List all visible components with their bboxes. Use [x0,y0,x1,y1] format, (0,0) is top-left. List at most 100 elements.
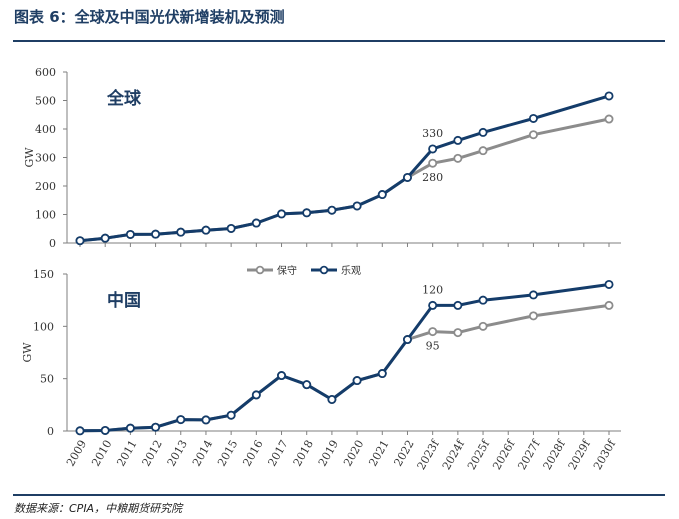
china-series-optimistic-point [428,300,438,310]
global-series-optimistic-point [352,201,362,211]
shared-x-axis: 2009 2010 2011 2012 2013 2014 2015 2016 2017 2018… [64,437,619,472]
china-series-optimistic-point [125,423,135,433]
global-y-tick-label: 100 [35,209,56,222]
global-series-optimistic-point [377,190,387,200]
global-series-optimistic-point [75,236,85,246]
global-series-conservative-point [428,158,438,168]
china-series-conservative-point [428,327,438,337]
x-tick-label: 2019 [316,438,341,469]
china-series-conservative-point [478,321,488,331]
global-series-conservative-line [79,117,610,243]
x-tick-label: 2012 [140,438,165,469]
global-series-optimistic-point [226,223,236,233]
global-series-optimistic-point [604,91,614,101]
x-tick-label: 2017 [266,438,291,469]
global-y-tick-label: 300 [35,152,56,165]
china-series-optimistic-point [151,422,161,432]
china-series-optimistic-point [226,410,236,420]
global-y-tick-label: 0 [49,237,56,250]
global-series-optimistic-point [528,113,538,123]
x-tick-label: 2027f [515,437,543,472]
x-tick-label: 2025f [465,437,493,472]
china-y-axis-label: GW [21,342,34,363]
china-series-conservative-line [79,303,610,433]
global-series-optimistic-point [478,127,488,137]
china-series-optimistic-point [453,300,463,310]
global-y-tick-label: 400 [35,123,56,136]
global-series-optimistic-point [201,225,211,235]
china-series-optimistic-point [176,415,186,425]
global-series-optimistic-point [251,218,261,228]
legend-item-conservative-marker [255,265,265,275]
global-series-optimistic-point [176,227,186,237]
china-series-optimistic-point [302,380,312,390]
legend-item-conservative-label: 保守 [277,264,297,277]
china-series-optimistic-point [352,376,362,386]
global-data-label: 330 [422,127,443,140]
china-series-optimistic-point [377,369,387,379]
china-series-optimistic-point [251,390,261,400]
china-series-conservative-point [528,311,538,321]
global-series-optimistic-point [453,135,463,145]
global-y-tick-label: 200 [35,180,56,193]
global-series-optimistic-point [151,229,161,239]
china-series-optimistic-point [478,295,488,305]
figure-title: 图表 6：全球及中国光伏新增装机及预测 [14,8,285,26]
china-data-label: 95 [426,340,440,353]
x-tick-label: 2021 [366,438,391,469]
x-tick-label: 2013 [165,438,190,469]
x-tick-label: 2024f [440,437,468,472]
x-tick-label: 2014 [190,438,215,469]
global-y-tick-label: 600 [35,66,56,79]
legend-item-optimistic-marker [319,265,329,275]
china-panel: 0 50 100 150 GW 中国 120 95 [21,268,621,438]
china-y-tick-label: 100 [33,320,54,333]
global-series-optimistic-point [327,205,337,215]
x-tick-label: 2023f [415,437,443,472]
china-series-optimistic-point [327,394,337,404]
x-tick-label: 2028f [541,437,569,472]
footer-divider [13,494,665,496]
china-series-conservative-point [453,328,463,338]
x-tick-label: 2030f [591,437,619,472]
china-series-optimistic-point [100,425,110,435]
global-data-label: 280 [422,171,443,184]
china-panel-title: 中国 [107,290,141,311]
global-series-conservative-point [604,114,614,124]
x-tick-label: 2022 [391,438,416,469]
x-tick-label: 2009 [64,438,89,469]
global-panel: 0 100 200 300 400 500 600 GW 全球 330 280 [23,66,621,250]
global-y-tick-label: 500 [35,95,56,108]
x-tick-label: 2020 [341,438,366,469]
global-series-conservative-point [528,130,538,140]
china-series-conservative-point [604,300,614,310]
x-tick-label: 2029f [566,437,594,472]
global-series-optimistic-point [402,172,412,182]
china-series-optimistic-point [402,335,412,345]
x-tick-label: 2026f [490,437,518,472]
china-y-tick-label: 50 [40,373,54,386]
china-series-optimistic-point [201,415,211,425]
global-series-optimistic-point [302,208,312,218]
x-tick-label: 2015 [215,438,240,469]
china-series-optimistic-point [277,371,287,381]
x-tick-label: 2011 [114,438,139,469]
china-series-optimistic-point [75,426,85,436]
global-series-optimistic-point [125,229,135,239]
global-series-optimistic-point [277,209,287,219]
global-y-axis-label: GW [23,147,36,168]
china-series-optimistic-line [79,283,610,433]
china-data-label: 120 [422,283,443,296]
x-tick-label: 2010 [89,438,114,469]
global-series-optimistic-point [100,233,110,243]
china-y-tick-label: 150 [33,268,54,281]
china-y-tick-label: 0 [47,425,54,438]
data-source: 数据来源：CPIA，中粮期货研究院 [14,502,183,515]
legend-item-optimistic-label: 乐观 [341,265,361,277]
china-series-optimistic-point [604,279,614,289]
global-panel-title: 全球 [106,88,142,109]
global-series-optimistic-point [428,144,438,154]
global-series-conservative-point [453,153,463,163]
global-series-conservative-point [478,146,488,156]
